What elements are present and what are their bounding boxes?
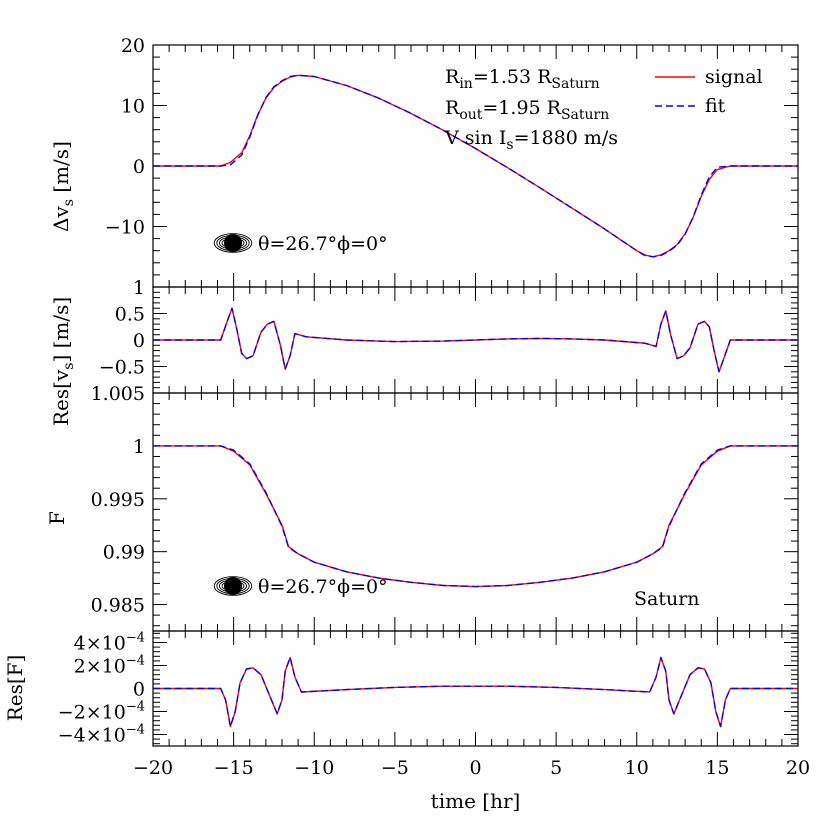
series-fit-line	[153, 445, 798, 588]
x-tick-label: 5	[550, 757, 562, 779]
panel-delta_v: −10 0 10 20 Rin=1.53 RSaturn Rout=1.95 RSatur…	[49, 35, 799, 288]
y-tick-label: 1	[133, 436, 145, 458]
series-signal-line	[153, 445, 798, 588]
x-ticks	[152, 631, 799, 746]
y-tick-label: −2×10−4	[58, 700, 145, 724]
y-tick-label: 0.5	[115, 304, 145, 326]
planet-disk-icon	[224, 234, 242, 252]
angle-annotation: θ=26.7°ϕ=0°	[258, 576, 388, 598]
x-tick-label: −20	[133, 757, 173, 779]
y-tick-label: 10	[121, 96, 145, 118]
series-signal-line	[153, 307, 798, 373]
x-axis-label: time [hr]	[431, 789, 521, 813]
y-tick-label: 0	[133, 679, 145, 701]
y-tick-label: −0.5	[99, 357, 145, 379]
panel-frame	[152, 392, 799, 632]
rin-annotation: Rin=1.53 RSaturn	[445, 66, 600, 92]
x-ticks	[152, 287, 799, 393]
vsini-annotation: V sin Is=1880 m/s	[444, 127, 618, 153]
series-fit-line	[153, 656, 798, 728]
panel-frame	[152, 630, 799, 747]
legend-fit-label: fit	[705, 95, 726, 117]
x-tick-label: −5	[381, 757, 409, 779]
x-tick-label: 0	[469, 757, 481, 779]
angle-annotation: θ=26.7°ϕ=0°	[258, 233, 388, 255]
panel-flux: 0.985 0.99 0.995 1 1.005 θ=26.7°ϕ=0° Saturn F	[45, 383, 799, 632]
y-axis-label: Δvs [m/s]	[49, 141, 77, 232]
planet-icon	[213, 576, 253, 596]
y-ticks	[153, 392, 798, 627]
x-tick-label: 15	[705, 757, 729, 779]
y-tick-label: −10	[105, 217, 145, 239]
y-axis-label: Res[vs] [m/s]	[49, 297, 77, 426]
legend-signal-label: signal	[705, 66, 763, 88]
y-ticks	[153, 632, 798, 745]
x-tick-label: −10	[294, 757, 334, 779]
y-tick-label: 0.995	[91, 489, 145, 511]
panel-res_v: −0.5 0 0.5 1 Res[vs] [m/s]	[49, 277, 799, 426]
y-tick-label: 1.005	[91, 383, 145, 405]
x-tick-label: 10	[625, 757, 649, 779]
ring-icon	[213, 576, 253, 596]
y-axis-label: Res[F]	[3, 655, 27, 722]
y-tick-label: 2×10−4	[74, 654, 145, 678]
y-tick-label: 4×10−4	[74, 631, 145, 655]
series-signal-line	[153, 74, 798, 258]
planet-disk-icon	[224, 577, 242, 595]
y-tick-label: 0.985	[91, 595, 145, 617]
y-axis-label: F	[45, 511, 69, 525]
y-tick-label: 20	[121, 35, 145, 57]
x-ticks	[152, 45, 799, 287]
rout-annotation: Rout=1.95 RSaturn	[445, 97, 609, 123]
series-fit-line	[153, 74, 798, 258]
y-tick-label: −4×10−4	[58, 723, 145, 747]
y-tick-label: 1	[133, 277, 145, 299]
series-fit-line	[153, 307, 798, 373]
y-tick-label: 0.99	[103, 542, 145, 564]
x-tick-label: 20	[786, 757, 810, 779]
y-tick-label: 0	[133, 156, 145, 178]
panel-res_f: −4×10−4−2×10−402×10−44×10−4−20 −15 −10 −5 0 5…	[3, 630, 810, 813]
x-ticks	[152, 393, 799, 631]
x-tick-label: −15	[214, 757, 254, 779]
planet-label: Saturn	[634, 588, 700, 610]
planet-icon	[213, 233, 253, 253]
ring-icon	[213, 233, 253, 253]
y-tick-label: 0	[133, 330, 145, 352]
